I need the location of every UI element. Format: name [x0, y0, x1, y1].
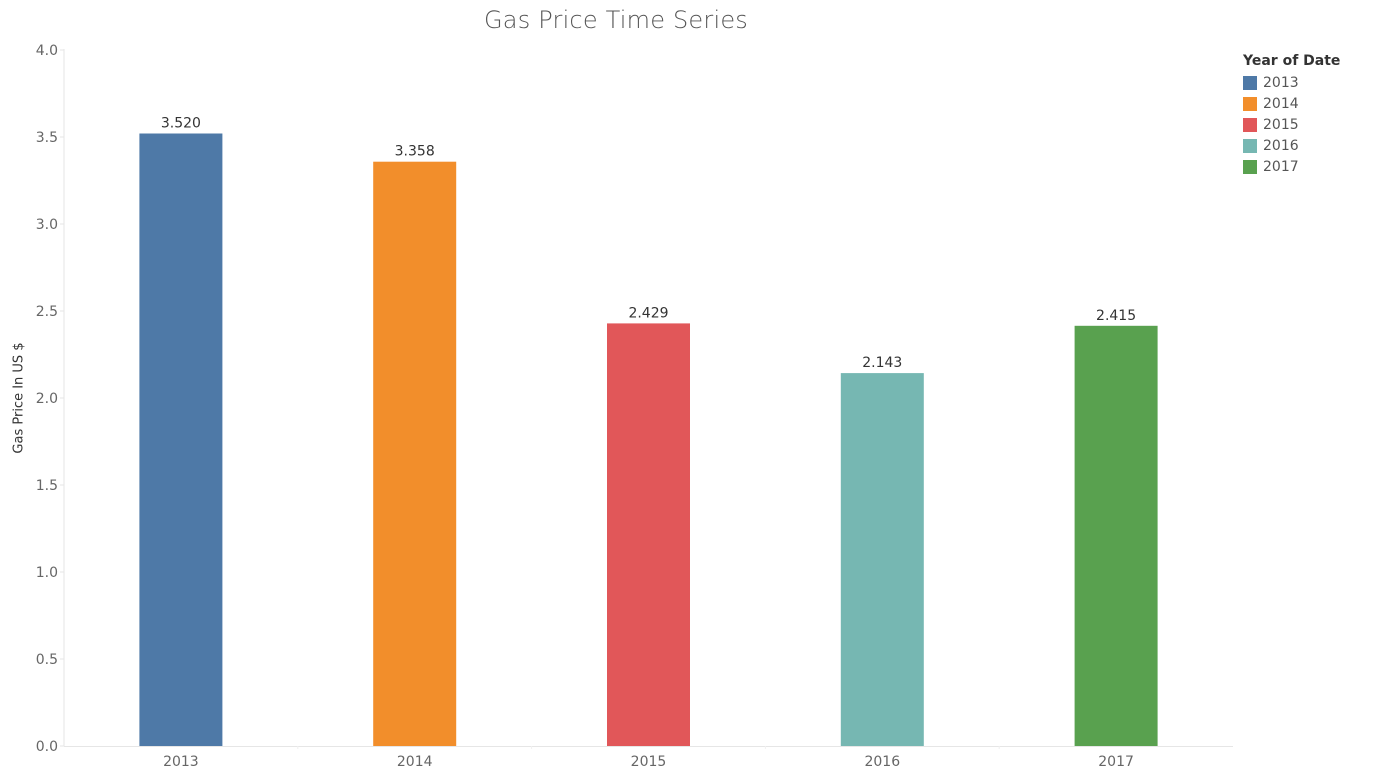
legend-label: 2016: [1263, 137, 1299, 154]
bar: [840, 373, 924, 746]
y-tick-label: 0.0: [36, 739, 58, 755]
legend-item[interactable]: 2014: [1243, 93, 1340, 114]
bar: [373, 161, 457, 746]
axes: 0.0 0.5 1.0 1.5 2.0 2.5 3.0 3.5 4.0 2013 2014 2015 2…: [36, 43, 1233, 770]
bar: [607, 323, 690, 746]
x-tick-label: 2015: [631, 754, 667, 770]
legend-item[interactable]: 2017: [1243, 156, 1340, 177]
legend-label: 2013: [1263, 74, 1299, 91]
data-label: 2.143: [862, 355, 902, 371]
legend: Year of Date 2013 2014 2015 2016 2017: [1243, 53, 1340, 177]
legend-swatch: [1243, 96, 1257, 111]
y-tick-label: 2.0: [36, 391, 58, 407]
y-tick-label: 4.0: [36, 43, 58, 59]
y-tick-label: 2.5: [36, 304, 58, 320]
y-tick-label: 1.0: [36, 565, 58, 581]
x-tick-label: 2016: [864, 754, 900, 770]
legend-item[interactable]: 2013: [1243, 72, 1340, 93]
bars: [139, 133, 1158, 746]
x-tick-label: 2017: [1098, 754, 1134, 770]
y-tick-label: 0.5: [36, 652, 58, 668]
legend-label: 2015: [1263, 116, 1299, 133]
legend-item[interactable]: 2015: [1243, 114, 1340, 135]
legend-swatch: [1243, 117, 1257, 132]
y-tick-label: 3.5: [36, 130, 58, 146]
x-tick-label: 2013: [163, 754, 199, 770]
legend-item[interactable]: 2016: [1243, 135, 1340, 156]
data-labels: 3.520 3.358 2.429 2.143 2.415: [161, 116, 1136, 372]
y-tick-label: 3.0: [36, 217, 58, 233]
x-tick-label: 2014: [397, 754, 433, 770]
legend-swatch: [1243, 138, 1257, 153]
legend-items: 2013 2014 2015 2016 2017: [1243, 72, 1340, 177]
chart-title: Gas Price Time Series: [484, 6, 748, 34]
bar: [1074, 325, 1158, 746]
bar: [139, 133, 223, 746]
legend-swatch: [1243, 159, 1257, 174]
data-label: 2.415: [1096, 308, 1136, 324]
data-label: 3.520: [161, 116, 201, 132]
data-label: 2.429: [628, 305, 668, 321]
legend-label: 2014: [1263, 95, 1299, 112]
data-label: 3.358: [395, 144, 435, 160]
y-tick-label: 1.5: [36, 478, 58, 494]
legend-swatch: [1243, 75, 1257, 90]
legend-label: 2017: [1263, 158, 1299, 175]
legend-title: Year of Date: [1243, 53, 1341, 69]
